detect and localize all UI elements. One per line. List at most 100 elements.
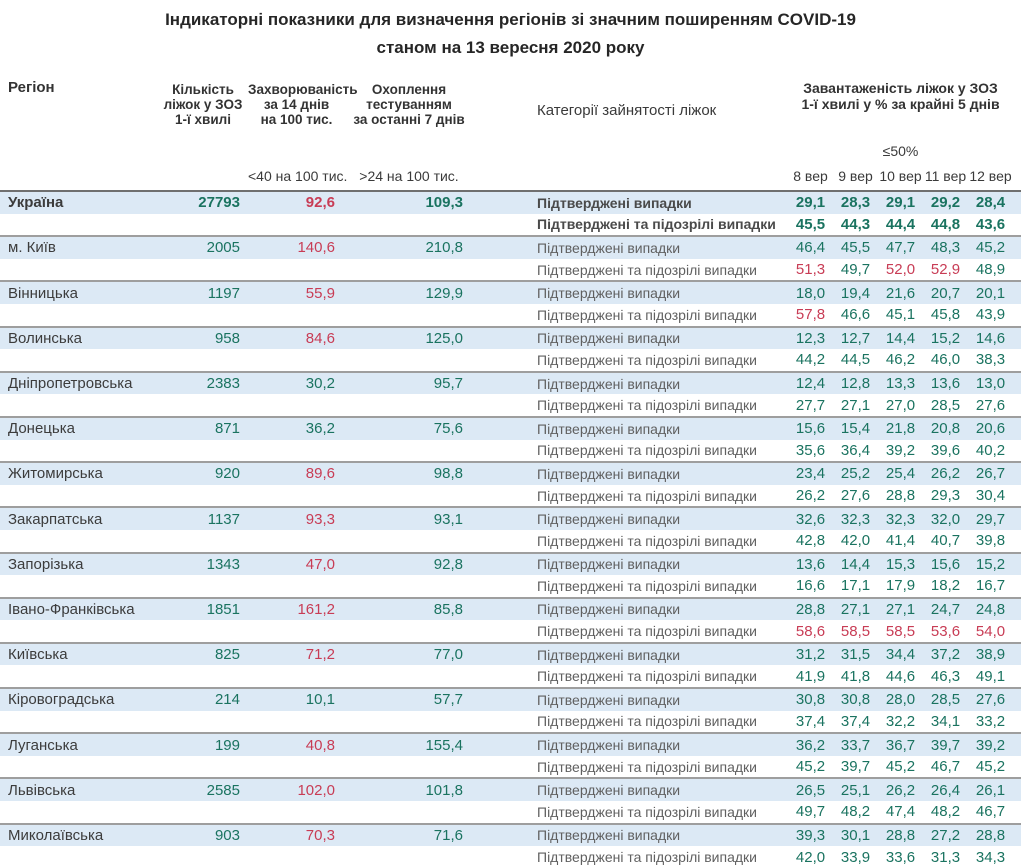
occupancy-value: 36,4 (840, 441, 871, 459)
table-row-confirmed-suspected: Підтверджені та підозрілі випадки 26,2 27,… (0, 485, 1021, 507)
day-label: 10 вер (879, 168, 922, 184)
beds-value: 199 (214, 736, 240, 754)
occupancy-value: 32,0 (930, 510, 961, 528)
occupancy-value: 32,3 (885, 510, 916, 528)
category-label-confirmed-suspected: Підтверджені та підозрілі випадки (537, 442, 757, 459)
occupancy-value: 45,5 (795, 215, 826, 233)
day-label: 8 вер (793, 168, 828, 184)
day-label: 11 вер (924, 168, 967, 184)
occupancy-value: 13,6 (930, 375, 961, 393)
occupancy-value: 35,6 (795, 441, 826, 459)
incidence-value: 47,0 (305, 555, 335, 573)
occupancy-value: 45,8 (930, 306, 961, 324)
occupancy-value: 33,2 (975, 712, 1006, 730)
occupancy-value: 28,8 (975, 826, 1006, 844)
table-row-confirmed: Івано-Франківська 1851 161,2 85,8 Підтвердже… (0, 598, 1021, 621)
occupancy-value: 39,7 (840, 758, 871, 776)
beds-value: 2005 (206, 239, 240, 257)
region-block: Дніпропетровська 2383 30,2 95,7 Підтверджені… (0, 370, 1021, 416)
occupancy-value: 44,8 (930, 215, 961, 233)
incidence-value: 89,6 (305, 465, 335, 483)
table-row-confirmed: Миколаївська 903 70,3 71,6 Підтверджені випа… (0, 824, 1021, 847)
category-label-confirmed: Підтверджені випадки (537, 420, 681, 437)
region-name: м. Київ (8, 239, 56, 257)
occupancy-value: 53,6 (930, 622, 961, 640)
table-row-confirmed: Запорізька 1343 47,0 92,8 Підтверджені випад… (0, 553, 1021, 576)
occupancy-value: 41,9 (795, 667, 826, 685)
region-name: Україна (8, 194, 64, 212)
beds-value: 1137 (207, 510, 240, 528)
table-row-confirmed-suspected: Підтверджені та підозрілі випадки 41,9 41,… (0, 665, 1021, 687)
region-block: Вінницька 1197 55,9 129,9 Підтверджені випад… (0, 280, 1021, 325)
occupancy-value: 20,1 (975, 284, 1006, 302)
occupancy-value: 20,6 (975, 420, 1006, 438)
table-header: Регіон Кількість ліжок у ЗОЗ 1-ї хвилі З… (0, 80, 1021, 192)
occupancy-value: 26,4 (930, 781, 961, 799)
category-label-confirmed: Підтверджені випадки (537, 827, 681, 844)
occupancy-value: 25,4 (885, 465, 916, 483)
occupancy-value: 12,8 (840, 375, 871, 393)
testing-value: 95,7 (433, 375, 463, 393)
occupancy-value: 16,7 (975, 577, 1006, 595)
occupancy-value: 48,2 (930, 803, 961, 821)
report-title-line1: Індикаторні показники для визначення рег… (165, 10, 856, 29)
table-row-confirmed-suspected: Підтверджені та підозрілі випадки 37,4 37,… (0, 711, 1021, 733)
region-name: Волинська (8, 329, 82, 347)
occupancy-value: 18,0 (795, 284, 826, 302)
occupancy-value: 37,2 (930, 646, 961, 664)
beds-value: 1851 (206, 600, 240, 618)
testing-value: 129,9 (425, 284, 463, 302)
occupancy-value: 44,4 (885, 215, 916, 233)
category-label-confirmed-suspected: Підтверджені та підозрілі випадки (537, 306, 757, 323)
occupancy-value: 46,7 (930, 758, 961, 776)
table-row-confirmed: м. Київ 2005 140,6 210,8 Підтверджені випадк… (0, 237, 1021, 259)
beds-value: 958 (214, 329, 240, 347)
occupancy-value: 42,0 (840, 532, 871, 550)
occupancy-value: 33,6 (885, 848, 916, 866)
table-row-confirmed-suspected: Підтверджені та підозрілі випадки 45,5 44,… (0, 214, 1021, 236)
incidence-value: 93,3 (305, 510, 335, 528)
col-header-incidence: Захворюваність за 14 днів на 100 тис. (248, 82, 358, 127)
occupancy-value: 45,1 (885, 306, 916, 324)
occupancy-value: 28,4 (975, 194, 1006, 212)
occupancy-value: 41,4 (885, 532, 916, 550)
occupancy-value: 27,7 (795, 396, 826, 414)
occupancy-value: 14,6 (975, 329, 1006, 347)
occupancy-value: 46,3 (930, 667, 961, 685)
category-label-confirmed: Підтверджені випадки (537, 737, 681, 754)
occupancy-value: 12,7 (840, 329, 871, 347)
occupancy-value: 28,3 (840, 194, 871, 212)
occupancy-value: 12,3 (795, 329, 826, 347)
category-label-confirmed-suspected: Підтверджені та підозрілі випадки (537, 532, 757, 549)
testing-value: 98,8 (433, 465, 463, 483)
occupancy-value: 18,2 (930, 577, 961, 595)
report-title: Індикаторні показники для визначення рег… (0, 0, 1021, 62)
beds-value: 825 (214, 646, 240, 664)
table-row-confirmed-suspected: Підтверджені та підозрілі випадки 49,7 48,… (0, 801, 1021, 823)
table-row-confirmed: Київська 825 71,2 77,0 Підтверджені випадки 3… (0, 643, 1021, 666)
occupancy-value: 39,2 (885, 441, 916, 459)
region-name: Луганська (8, 736, 78, 754)
occupancy-value: 23,4 (795, 465, 826, 483)
region-name: Запорізька (8, 555, 84, 573)
occupancy-value: 58,5 (885, 622, 916, 640)
occupancy-value: 32,6 (795, 510, 826, 528)
region-name: Вінницька (8, 284, 78, 302)
occupancy-value: 39,7 (930, 736, 961, 754)
category-label-confirmed-suspected: Підтверджені та підозрілі випадки (537, 351, 757, 368)
occupancy-value: 27,6 (840, 487, 871, 505)
incidence-value: 40,8 (305, 736, 335, 754)
region-name: Закарпатська (8, 510, 103, 528)
category-label-confirmed: Підтверджені випадки (537, 556, 681, 573)
testing-value: 109,3 (425, 194, 463, 212)
beds-value: 2383 (206, 375, 240, 393)
category-label-confirmed: Підтверджені випадки (537, 194, 692, 211)
occupancy-value: 45,2 (975, 758, 1006, 776)
occupancy-value: 45,2 (885, 758, 916, 776)
category-label-confirmed: Підтверджені випадки (537, 375, 681, 392)
beds-value: 903 (214, 826, 240, 844)
occupancy-value: 13,6 (795, 555, 826, 573)
report-title-line2: станом на 13 вересня 2020 року (376, 38, 645, 57)
occupancy-threshold: ≤50% (882, 143, 919, 159)
occupancy-value: 15,2 (975, 555, 1006, 573)
